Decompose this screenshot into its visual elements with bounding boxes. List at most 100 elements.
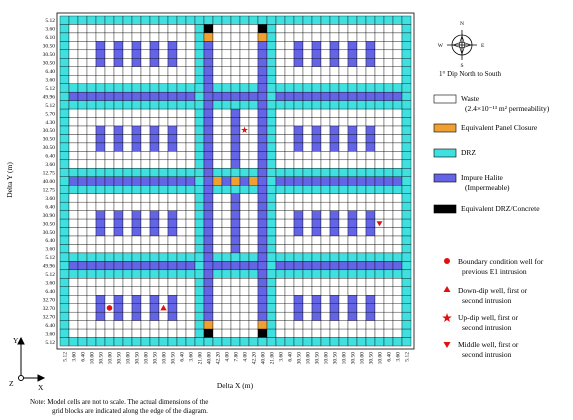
- grid-cell: [113, 134, 124, 144]
- grid-cell: [302, 49, 313, 59]
- grid-cell: [131, 134, 142, 144]
- grid-cell: [122, 176, 133, 186]
- grid-cell: [302, 108, 313, 118]
- grid-cell: [77, 269, 88, 279]
- grid-cell: [86, 24, 97, 34]
- grid-cell: [140, 117, 151, 127]
- grid-cell: [59, 32, 70, 42]
- grid-cell: [320, 151, 331, 161]
- grid-cell: [248, 269, 259, 279]
- grid-cell: [68, 108, 79, 118]
- grid-cell: [176, 320, 187, 330]
- grid-cell: [95, 58, 106, 67]
- grid-cell: [401, 75, 412, 84]
- grid-cell: [86, 32, 97, 42]
- grid-cell: [230, 244, 241, 254]
- grid-cell: [149, 235, 160, 245]
- grid-cell: [293, 337, 304, 347]
- grid-cell: [401, 49, 412, 59]
- grid-cell: [293, 328, 304, 338]
- grid-cell: [140, 66, 151, 76]
- grid-cell: [176, 244, 187, 254]
- grid-cell: [365, 58, 376, 67]
- row-label: 30.50: [43, 61, 56, 67]
- grid-cell: [392, 269, 403, 279]
- grid-cell: [203, 151, 214, 161]
- grid-cell: [167, 235, 178, 245]
- grid-cell: [212, 278, 223, 287]
- grid-cell: [302, 159, 313, 169]
- grid-cell: [176, 58, 187, 67]
- grid-cell: [275, 75, 286, 84]
- grid-cell: [383, 320, 394, 330]
- grid-cell: [77, 91, 88, 101]
- grid-cell: [176, 24, 187, 34]
- grid-cell: [248, 328, 259, 338]
- grid-cell: [167, 210, 178, 220]
- grid-cell: [176, 278, 187, 287]
- grid-cell: [203, 227, 214, 237]
- grid-cell: [221, 159, 232, 169]
- grid-cell: [275, 142, 286, 152]
- grid-cell: [248, 185, 259, 194]
- grid-cell: [239, 58, 250, 67]
- grid-cell: [320, 41, 331, 51]
- grid-cell: [140, 142, 151, 152]
- grid-cell: [266, 168, 277, 177]
- swatch-concrete: [433, 204, 457, 214]
- grid-cell: [167, 15, 178, 25]
- grid-cell: [320, 210, 331, 220]
- grid-cell: [104, 328, 115, 338]
- grid-cell: [338, 295, 349, 304]
- column-label: 10.00: [306, 352, 312, 365]
- compass-e: E: [481, 43, 485, 49]
- grid-cell: [266, 278, 277, 287]
- grid-cell: [284, 337, 295, 347]
- grid-cell: [401, 261, 412, 271]
- grid-cell: [392, 32, 403, 42]
- grid-cell: [221, 142, 232, 152]
- grid-cell: [95, 185, 106, 194]
- grid-cell: [131, 176, 142, 186]
- grid-cell: [77, 252, 88, 262]
- grid-cell: [104, 210, 115, 220]
- grid-cell: [374, 328, 385, 338]
- grid-cell: [203, 218, 214, 228]
- grid-cell: [293, 100, 304, 110]
- grid-cell: [230, 83, 241, 93]
- grid-cell: [158, 320, 169, 330]
- grid-cell: [392, 218, 403, 228]
- grid-cell: [248, 261, 259, 271]
- grid-cell: [329, 151, 340, 161]
- grid-cell: [95, 159, 106, 169]
- grid-cell: [383, 278, 394, 287]
- grid-cell: [266, 58, 277, 67]
- grid-cell: [293, 320, 304, 330]
- grid-cell: [140, 235, 151, 245]
- dip-note: 1° Dip North to South: [439, 70, 501, 78]
- grid-cell: [329, 91, 340, 101]
- grid-cell: [77, 142, 88, 152]
- grid-cell: [104, 286, 115, 296]
- grid-cell: [374, 32, 385, 42]
- legend-label: (2.4×10⁻¹³ m² permeability): [465, 104, 550, 113]
- grid-cell: [203, 83, 214, 93]
- compass-star: [452, 35, 472, 55]
- grid-cell: [158, 337, 169, 347]
- grid-cell: [347, 311, 358, 321]
- grid-cell: [122, 328, 133, 338]
- triad-z-label: Z: [9, 379, 14, 388]
- grid-cell: [176, 159, 187, 169]
- grid-cell: [131, 218, 142, 228]
- column-label: 30.50: [369, 352, 375, 365]
- grid-cell: [311, 15, 322, 25]
- grid-cell: [383, 261, 394, 271]
- grid-cell: [356, 286, 367, 296]
- column-label: 4.00: [225, 352, 231, 362]
- grid-cell: [257, 261, 268, 271]
- well-label: second intrusion: [462, 350, 512, 359]
- grid-cell: [374, 278, 385, 287]
- grid-cell: [158, 185, 169, 194]
- grid-cell: [113, 49, 124, 59]
